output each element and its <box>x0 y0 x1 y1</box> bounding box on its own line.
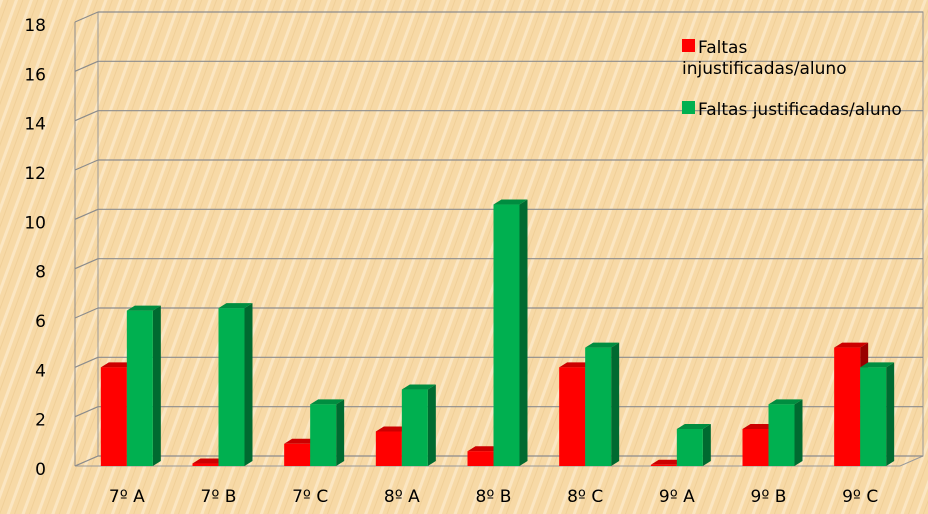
bar <box>126 310 153 466</box>
y-tick-label: 12 <box>24 164 46 184</box>
y-tick-label: 16 <box>24 65 46 85</box>
grid-line-side <box>74 307 99 319</box>
bar-side <box>794 399 803 466</box>
bar <box>834 347 861 466</box>
grid-line-side <box>74 110 99 122</box>
bar <box>650 464 677 466</box>
x-tick-label: 8º A <box>384 487 420 507</box>
bar-top <box>401 384 436 390</box>
y-tick-label: 0 <box>35 460 46 480</box>
bar <box>585 347 612 466</box>
bar-top <box>218 303 253 309</box>
y-tick-label: 14 <box>24 115 46 135</box>
grid-line-side <box>74 208 99 220</box>
y-tick-label: 18 <box>24 16 46 36</box>
grid-line-side <box>74 455 99 467</box>
bar-side <box>152 305 161 466</box>
y-tick-label: 8 <box>35 263 46 283</box>
bar-top <box>585 342 620 348</box>
bar-top <box>650 459 685 465</box>
legend-item: Faltas justificadas/aluno <box>682 100 912 121</box>
grid-line-side <box>74 60 99 72</box>
bar <box>860 367 887 466</box>
x-tick-label: 8º B <box>476 487 512 507</box>
bar-top <box>126 305 161 311</box>
x-tick-label: 9º A <box>659 487 695 507</box>
bar-top <box>742 424 777 429</box>
bar-top <box>310 399 345 405</box>
y-tick-label: 10 <box>24 213 46 233</box>
bar-top <box>284 438 319 444</box>
bar-side <box>244 303 253 466</box>
bar-side <box>702 424 711 466</box>
bar <box>467 451 494 466</box>
grid-line-side <box>74 356 99 368</box>
bar-top <box>676 424 711 429</box>
bar-side <box>611 342 620 466</box>
x-tick-label: 9º B <box>751 487 787 507</box>
legend-label: Faltas justificadas/aluno <box>698 100 902 120</box>
bar-top <box>834 342 869 348</box>
bar <box>559 367 586 466</box>
x-tick-label: 7º C <box>292 487 328 507</box>
bar-top <box>467 446 502 452</box>
bar <box>742 429 769 466</box>
bar <box>676 429 703 466</box>
bar-side <box>336 399 345 466</box>
legend-item: Faltas injustificadas/aluno <box>682 38 912 80</box>
y-tick-label: 4 <box>35 361 46 381</box>
x-tick-label: 7º B <box>201 487 237 507</box>
bar-side <box>886 362 895 466</box>
bar-top <box>768 399 803 405</box>
bar <box>192 463 219 466</box>
x-tick-label: 8º C <box>567 487 603 507</box>
bar-top <box>375 426 410 432</box>
bar <box>768 404 795 466</box>
y-tick-label: 6 <box>35 312 46 332</box>
legend-swatch <box>682 39 695 52</box>
bar <box>401 389 428 466</box>
bar-top <box>192 458 227 464</box>
bar <box>218 308 245 466</box>
y-tick-label: 2 <box>35 411 46 431</box>
grid-line-side <box>74 11 99 23</box>
bar-top <box>860 362 895 368</box>
bar <box>284 443 311 466</box>
bar <box>375 431 402 466</box>
bar <box>493 204 520 467</box>
bar-top <box>559 362 594 368</box>
bar <box>310 404 337 466</box>
bar-top <box>493 199 528 205</box>
legend-label: Faltas injustificadas/aluno <box>682 38 847 79</box>
grid-line-side <box>74 159 99 171</box>
x-tick-label: 7º A <box>109 487 145 507</box>
x-tick-label: 9º C <box>842 487 878 507</box>
grid-line-side <box>74 258 99 270</box>
legend-swatch <box>682 101 695 114</box>
bar-side <box>519 199 528 467</box>
bar-side <box>427 384 436 466</box>
bar-top <box>100 362 135 368</box>
grid-line-side <box>74 406 99 418</box>
bar <box>100 367 127 466</box>
